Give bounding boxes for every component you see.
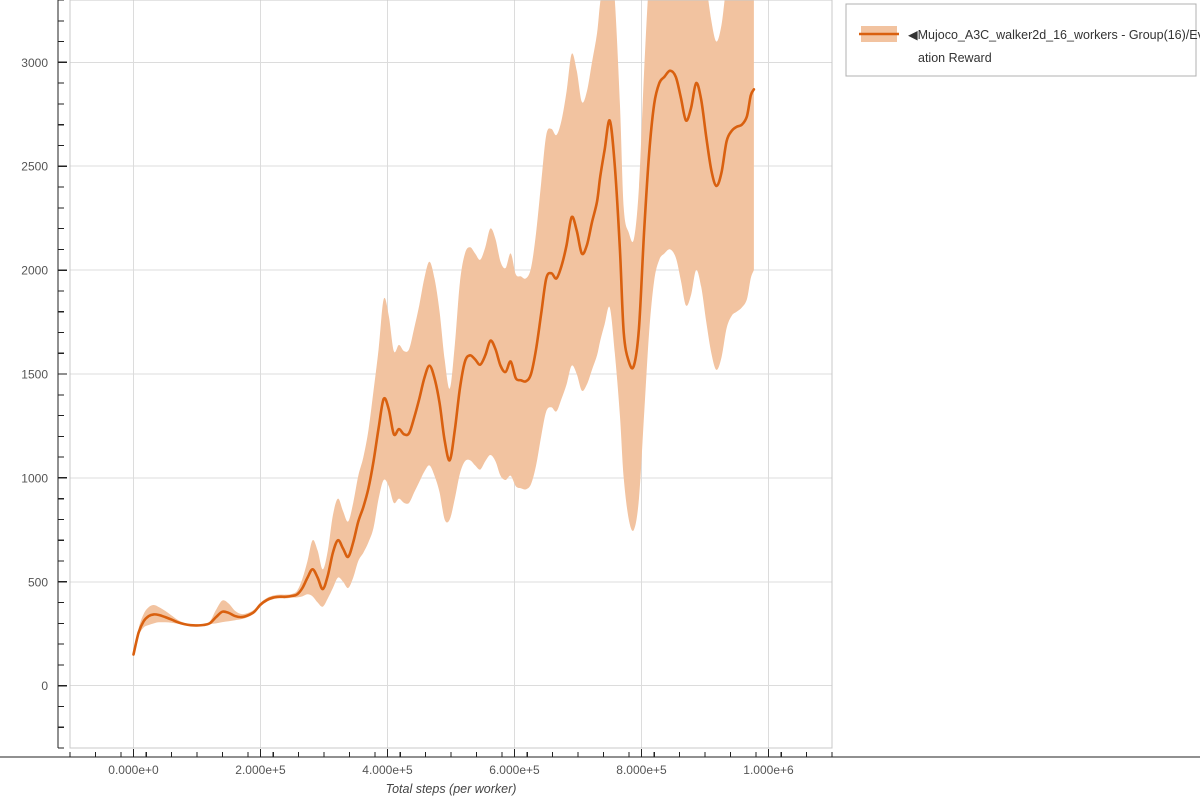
y-tick-label: 500 [28,575,48,589]
x-tick-label: 0.000e+0 [108,763,159,777]
y-tick-label: 1500 [21,368,48,382]
x-tick-label: 8.000e+5 [616,763,667,777]
y-axis: 0 500 1000 1500 2000 2500 3000 [21,0,67,749]
series-line-0 [132,69,756,656]
x-tick-label: 4.000e+5 [362,763,413,777]
chart-legend[interactable]: ◀Mujoco_A3C_walker2d_16_workers - Group(… [845,3,1200,77]
y-tick-label: 1000 [21,471,48,485]
y-tick-label: 0 [41,679,48,693]
legend-box[interactable] [845,3,1197,77]
legend-label-line2: ation Reward [918,51,992,65]
x-tick-label: 2.000e+5 [235,763,286,777]
confidence-band [133,0,754,655]
y-tick-label: 3000 [21,56,48,70]
x-tick-label: 6.000e+5 [489,763,540,777]
series-line [132,69,756,656]
x-axis-title: Total steps (per worker) [386,782,517,796]
series-band-0 [133,0,754,655]
y-tick-label: 2500 [21,160,48,174]
y-tick-label: 2000 [21,264,48,278]
x-axis: 0.000e+0 2.000e+5 4.000e+5 6.000e+5 8.000e+5… [0,749,1200,796]
x-tick-label: 1.000e+6 [743,763,794,777]
plot-area-border [69,0,833,749]
legend-label-line1: ◀Mujoco_A3C_walker2d_16_workers - Group(… [908,28,1200,42]
